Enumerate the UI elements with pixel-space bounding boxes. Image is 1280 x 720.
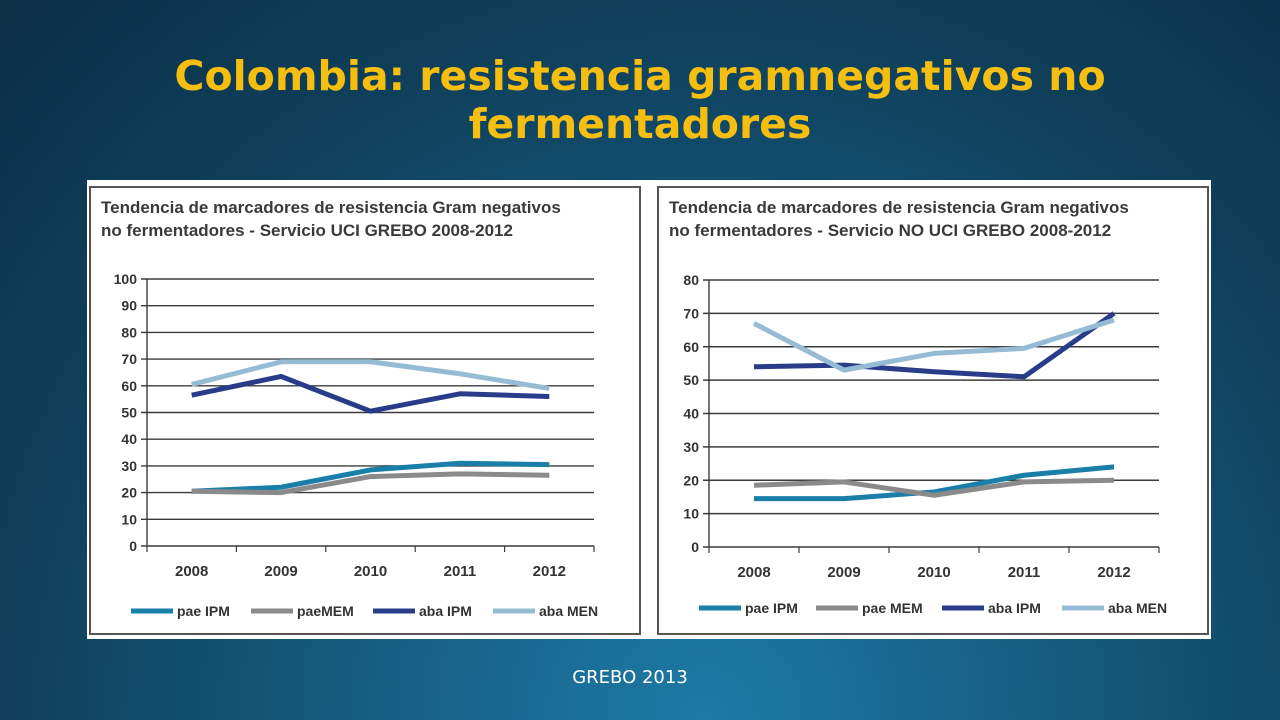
- slide-title: Colombia: resistencia gramnegativos no f…: [0, 52, 1280, 148]
- y-tick-label: 70: [121, 351, 137, 367]
- chart-title-line-2: no fermentadores - Servicio UCI GREBO 20…: [101, 221, 513, 240]
- chart-title-line-2: no fermentadores - Servicio NO UCI GREBO…: [669, 221, 1112, 240]
- line-chart-uci: 0 10 20 30 40 50 60 70 80 90 100 2008 2009 2010 2011 20…: [114, 271, 598, 619]
- x-tick-label: 2011: [444, 563, 477, 580]
- y-tick-label: 80: [121, 324, 137, 340]
- series-line-pae-ipm: [754, 464, 1115, 502]
- y-tick-label: 40: [121, 431, 137, 447]
- legend-label: aba MEN: [539, 603, 598, 619]
- y-tick-label: 40: [683, 406, 699, 422]
- legend-label: aba IPM: [988, 600, 1041, 616]
- x-tick-label: 2010: [354, 563, 387, 580]
- y-tick-label: 20: [121, 485, 137, 501]
- chart-title-line-1: Tendencia de marcadores de resistencia G…: [669, 198, 1129, 217]
- y-tick-label: 100: [114, 271, 138, 287]
- legend-label: aba MEN: [1108, 600, 1167, 616]
- y-tick-label: 30: [121, 458, 137, 474]
- y-tick-label: 30: [683, 439, 699, 455]
- y-tick-label: 10: [121, 511, 137, 527]
- x-tick-label: 2012: [1097, 564, 1130, 581]
- series-line-pae-ipm: [191, 460, 550, 494]
- chart-title: Tendencia de marcadores de resistencia G…: [669, 196, 1199, 242]
- y-tick-label: 10: [683, 506, 699, 522]
- y-tick-label: 80: [683, 272, 699, 288]
- series-line-pae-mem: [753, 477, 1115, 498]
- y-tick-label: 90: [121, 298, 137, 314]
- y-tick-label: 60: [121, 378, 137, 394]
- y-tick-label: 60: [683, 339, 699, 355]
- legend-label: pae IPM: [177, 603, 230, 619]
- y-tick-label: 20: [683, 472, 699, 488]
- line-chart-no-uci: 0 10 20 30 40 50 60 70 80 2008 2009 2010 2011 2012 pae…: [683, 272, 1167, 616]
- x-tick-label: 2009: [827, 564, 860, 581]
- series-line-aba-ipm: [753, 311, 1116, 380]
- y-tick-label: 50: [121, 405, 137, 421]
- x-tick-label: 2008: [737, 564, 770, 581]
- series-line-paemem: [191, 471, 550, 496]
- x-tick-label: 2009: [264, 563, 297, 580]
- y-tick-label: 0: [129, 538, 137, 554]
- chart-title: Tendencia de marcadores de resistencia G…: [101, 196, 631, 242]
- chart-no-uci: Tendencia de marcadores de resistencia G…: [657, 186, 1209, 635]
- x-tick-label: 2011: [1008, 564, 1041, 581]
- y-tick-label: 0: [691, 539, 699, 555]
- slide-title-line-1: Colombia: resistencia gramnegativos no: [174, 52, 1106, 100]
- series-line-aba-ipm: [191, 373, 550, 414]
- charts-image: Tendencia de marcadores de resistencia G…: [87, 180, 1211, 639]
- legend-label: aba IPM: [419, 603, 472, 619]
- series-line-aba-men: [752, 317, 1115, 373]
- y-tick-label: 50: [683, 372, 699, 388]
- x-tick-label: 2012: [533, 563, 566, 580]
- slide-title-line-2: fermentadores: [468, 100, 812, 148]
- footer-source: GREBO 2013: [572, 667, 688, 688]
- legend-label: pae IPM: [745, 600, 798, 616]
- y-tick-label: 70: [683, 305, 699, 321]
- legend-label: pae MEM: [862, 600, 923, 616]
- chart-title-line-1: Tendencia de marcadores de resistencia G…: [101, 198, 561, 217]
- series-line-aba-men: [191, 359, 550, 391]
- chart-uci: Tendencia de marcadores de resistencia G…: [89, 186, 641, 635]
- x-tick-label: 2008: [175, 563, 208, 580]
- x-tick-label: 2010: [917, 564, 950, 581]
- legend-label: paeMEM: [297, 603, 354, 619]
